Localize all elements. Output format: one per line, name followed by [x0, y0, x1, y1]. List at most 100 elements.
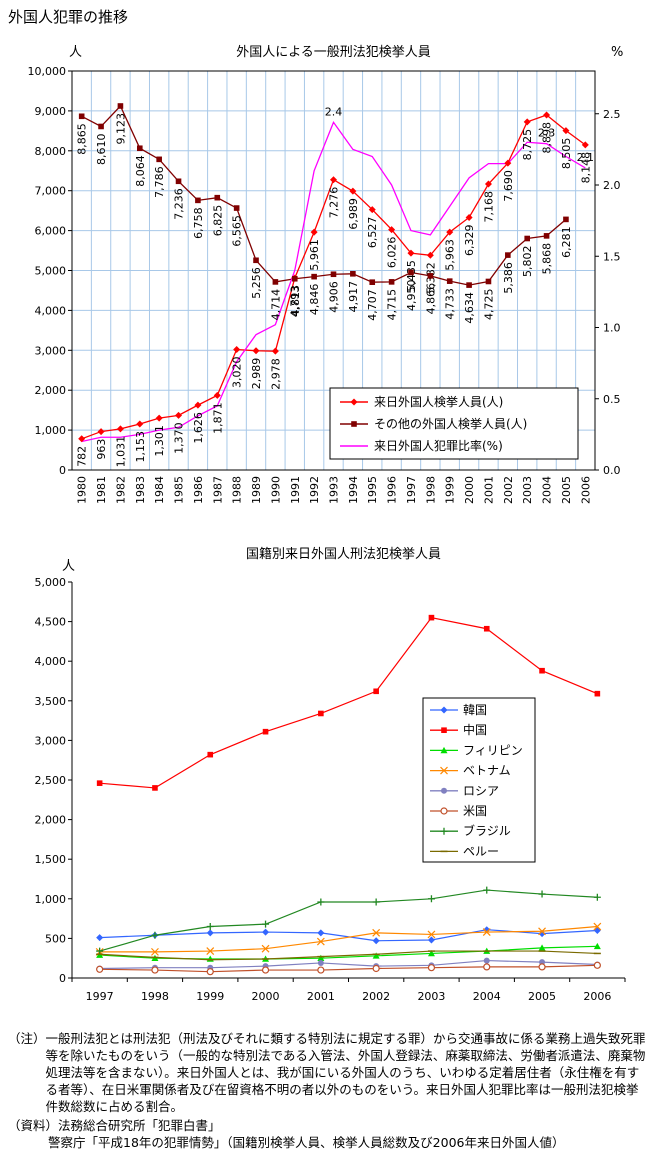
legend: 来日外国人検挙人員(人) その他の外国人検挙人員(人) 来日外国人犯罪比率(%): [329, 387, 579, 460]
note-label: （注）: [8, 1031, 46, 1046]
legend-label: 中国: [463, 722, 487, 737]
series-1-point: [427, 936, 435, 944]
series-4-point: [151, 947, 159, 956]
series-line-6: [99, 964, 598, 973]
series-1-point: [562, 127, 570, 135]
series-6-point: [206, 968, 214, 976]
data-label: 1,031: [114, 436, 127, 468]
data-label: 6,758: [192, 207, 205, 239]
series-2-point: [427, 273, 434, 279]
legend-label: 来日外国人検挙人員(人): [374, 395, 503, 409]
series-2-point: [117, 103, 124, 109]
data-label: 8,610: [95, 133, 108, 165]
series-line-4: [99, 925, 598, 953]
data-label: 2,989: [250, 358, 263, 390]
series-1-point: [426, 251, 434, 259]
series-1-point: [271, 347, 279, 355]
series-2-point: [543, 233, 550, 239]
data-label: 9,123: [114, 113, 127, 145]
series-4-point: [482, 928, 491, 936]
series-1-point: [483, 926, 491, 934]
data-label: 7,168: [482, 191, 495, 223]
data-label: 5,961: [308, 239, 321, 271]
series-2-point: [446, 278, 453, 284]
y-left-tick-label: 8,000: [35, 145, 67, 158]
x-tick-label: 2000: [252, 990, 280, 1003]
legend-marker: [440, 746, 448, 754]
series-2-point: [408, 269, 414, 276]
y-tick-label: 0: [59, 972, 66, 985]
series-line-2: [81, 104, 567, 286]
x-tick-label: 1990: [269, 476, 282, 504]
series-1-point: [581, 141, 589, 149]
x-tick-label: 1992: [308, 476, 321, 504]
data-label: 2.3: [538, 127, 556, 140]
data-label: 7,786: [153, 166, 166, 198]
data-label: 1,301: [153, 425, 166, 457]
x-tick-label: 1982: [114, 476, 127, 504]
x-tick-label: 1988: [231, 476, 244, 504]
data-label: 6,825: [211, 205, 224, 237]
legend-label: ペルー: [463, 844, 499, 858]
data-label: 4,733: [444, 288, 457, 320]
series-2-point: [485, 278, 492, 285]
series-line-8: [99, 950, 598, 961]
x-tick-label: 1997: [86, 990, 114, 1003]
data-label: 5,435: [405, 260, 418, 292]
series-1-point: [96, 934, 104, 942]
y-tick-label: 2,500: [35, 774, 67, 787]
y-tick-label: 5,000: [35, 576, 67, 589]
data-label: 6,565: [231, 215, 244, 247]
data-label: 8,898: [541, 122, 554, 154]
series-7-point: [151, 931, 159, 939]
y-left-tick-label: 4,000: [35, 304, 67, 317]
legend-box: [422, 697, 536, 863]
series-4-point: [538, 927, 546, 936]
data-label: 4,917: [347, 281, 360, 313]
x-tick-label: 1998: [141, 990, 169, 1003]
series-7-point: [593, 893, 601, 901]
legend-label: ベトナム: [463, 764, 511, 778]
series-2-point: [78, 113, 85, 120]
series-2-point: [373, 688, 379, 695]
data-label: 4,725: [482, 288, 495, 320]
series-2-point: [253, 257, 259, 264]
data-label: 1,370: [173, 422, 186, 454]
y-left-tick-label: 6,000: [35, 225, 67, 238]
series-7-point: [317, 898, 325, 906]
x-tick-label: 1981: [95, 476, 108, 504]
y-tick-label: 4,500: [35, 616, 67, 629]
y-left-tick-label: 2,000: [35, 384, 67, 397]
data-label: 4,906: [328, 281, 341, 313]
series-3-point: [593, 942, 601, 950]
legend-marker: [440, 706, 448, 714]
series-2-point: [466, 282, 472, 288]
x-tick-label: 1983: [134, 476, 147, 504]
legend-marker: [440, 827, 448, 835]
y-tick-label: 2,000: [35, 814, 67, 827]
series-line-2: [99, 616, 598, 789]
legend-box: [329, 387, 579, 460]
x-tick-label: 2003: [521, 476, 534, 504]
data-label: 7,236: [173, 188, 186, 220]
series-5-point: [317, 959, 324, 966]
series-2-point: [152, 785, 158, 791]
series-1-point: [206, 929, 214, 937]
series-1-point: [330, 176, 337, 184]
x-tick-label: 1999: [196, 990, 224, 1003]
y-tick-label: 1,000: [35, 893, 67, 906]
series-2-point: [207, 751, 214, 758]
x-tick-label: 1993: [328, 476, 341, 504]
series-4-point: [427, 930, 436, 939]
x-tick-label: 1985: [173, 476, 186, 504]
y-left-tick-label: 1,000: [35, 424, 67, 437]
series-2-point: [369, 279, 376, 285]
legend-label: 来日外国人犯罪比率(%): [374, 438, 503, 453]
series-1-point: [446, 228, 454, 236]
series-4-point: [372, 928, 381, 937]
x-tick-label: 2005: [528, 990, 556, 1003]
legend-marker: [441, 727, 447, 733]
series-2-point: [563, 216, 569, 223]
y-left-tick-label: 0: [59, 464, 66, 477]
